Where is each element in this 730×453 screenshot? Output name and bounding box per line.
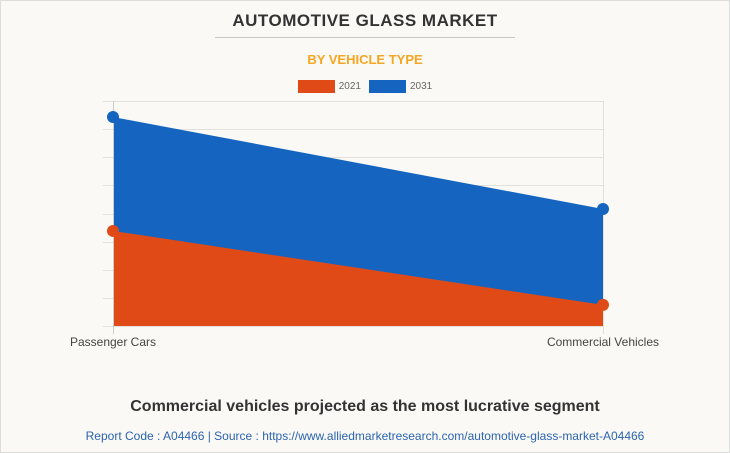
point-2021-0 xyxy=(107,224,119,237)
x-tick-label: Commercial Vehicles xyxy=(547,335,659,349)
source-line: Report Code : A04466 | Source : https://… xyxy=(85,429,645,443)
legend-label-2031: 2031 xyxy=(410,81,433,92)
legend-swatch-2031 xyxy=(369,80,406,93)
legend-label-2021: 2021 xyxy=(338,81,361,92)
data-points xyxy=(107,111,609,311)
legend-item-2021[interactable]: 2021 xyxy=(297,80,361,93)
point-2031-1 xyxy=(597,203,609,215)
chart-subtitle: BY VEHICLE TYPE xyxy=(307,52,423,67)
point-2021-1 xyxy=(597,298,609,311)
chart-title: AUTOMOTIVE GLASS MARKET xyxy=(232,11,498,30)
x-tick-label: Passenger Cars xyxy=(70,335,156,349)
chart-caption: Commercial vehicles projected as the mos… xyxy=(130,398,600,415)
area-2021 xyxy=(113,230,603,326)
point-2031-0 xyxy=(107,111,119,124)
x-axis-labels: Passenger Cars Commercial Vehicles xyxy=(70,335,659,349)
legend-item-2031[interactable]: 2031 xyxy=(369,80,432,93)
title-divider xyxy=(215,37,515,38)
areas xyxy=(113,117,603,326)
legend-swatch-2021 xyxy=(297,80,335,93)
legend: 2021 2031 xyxy=(0,80,730,93)
